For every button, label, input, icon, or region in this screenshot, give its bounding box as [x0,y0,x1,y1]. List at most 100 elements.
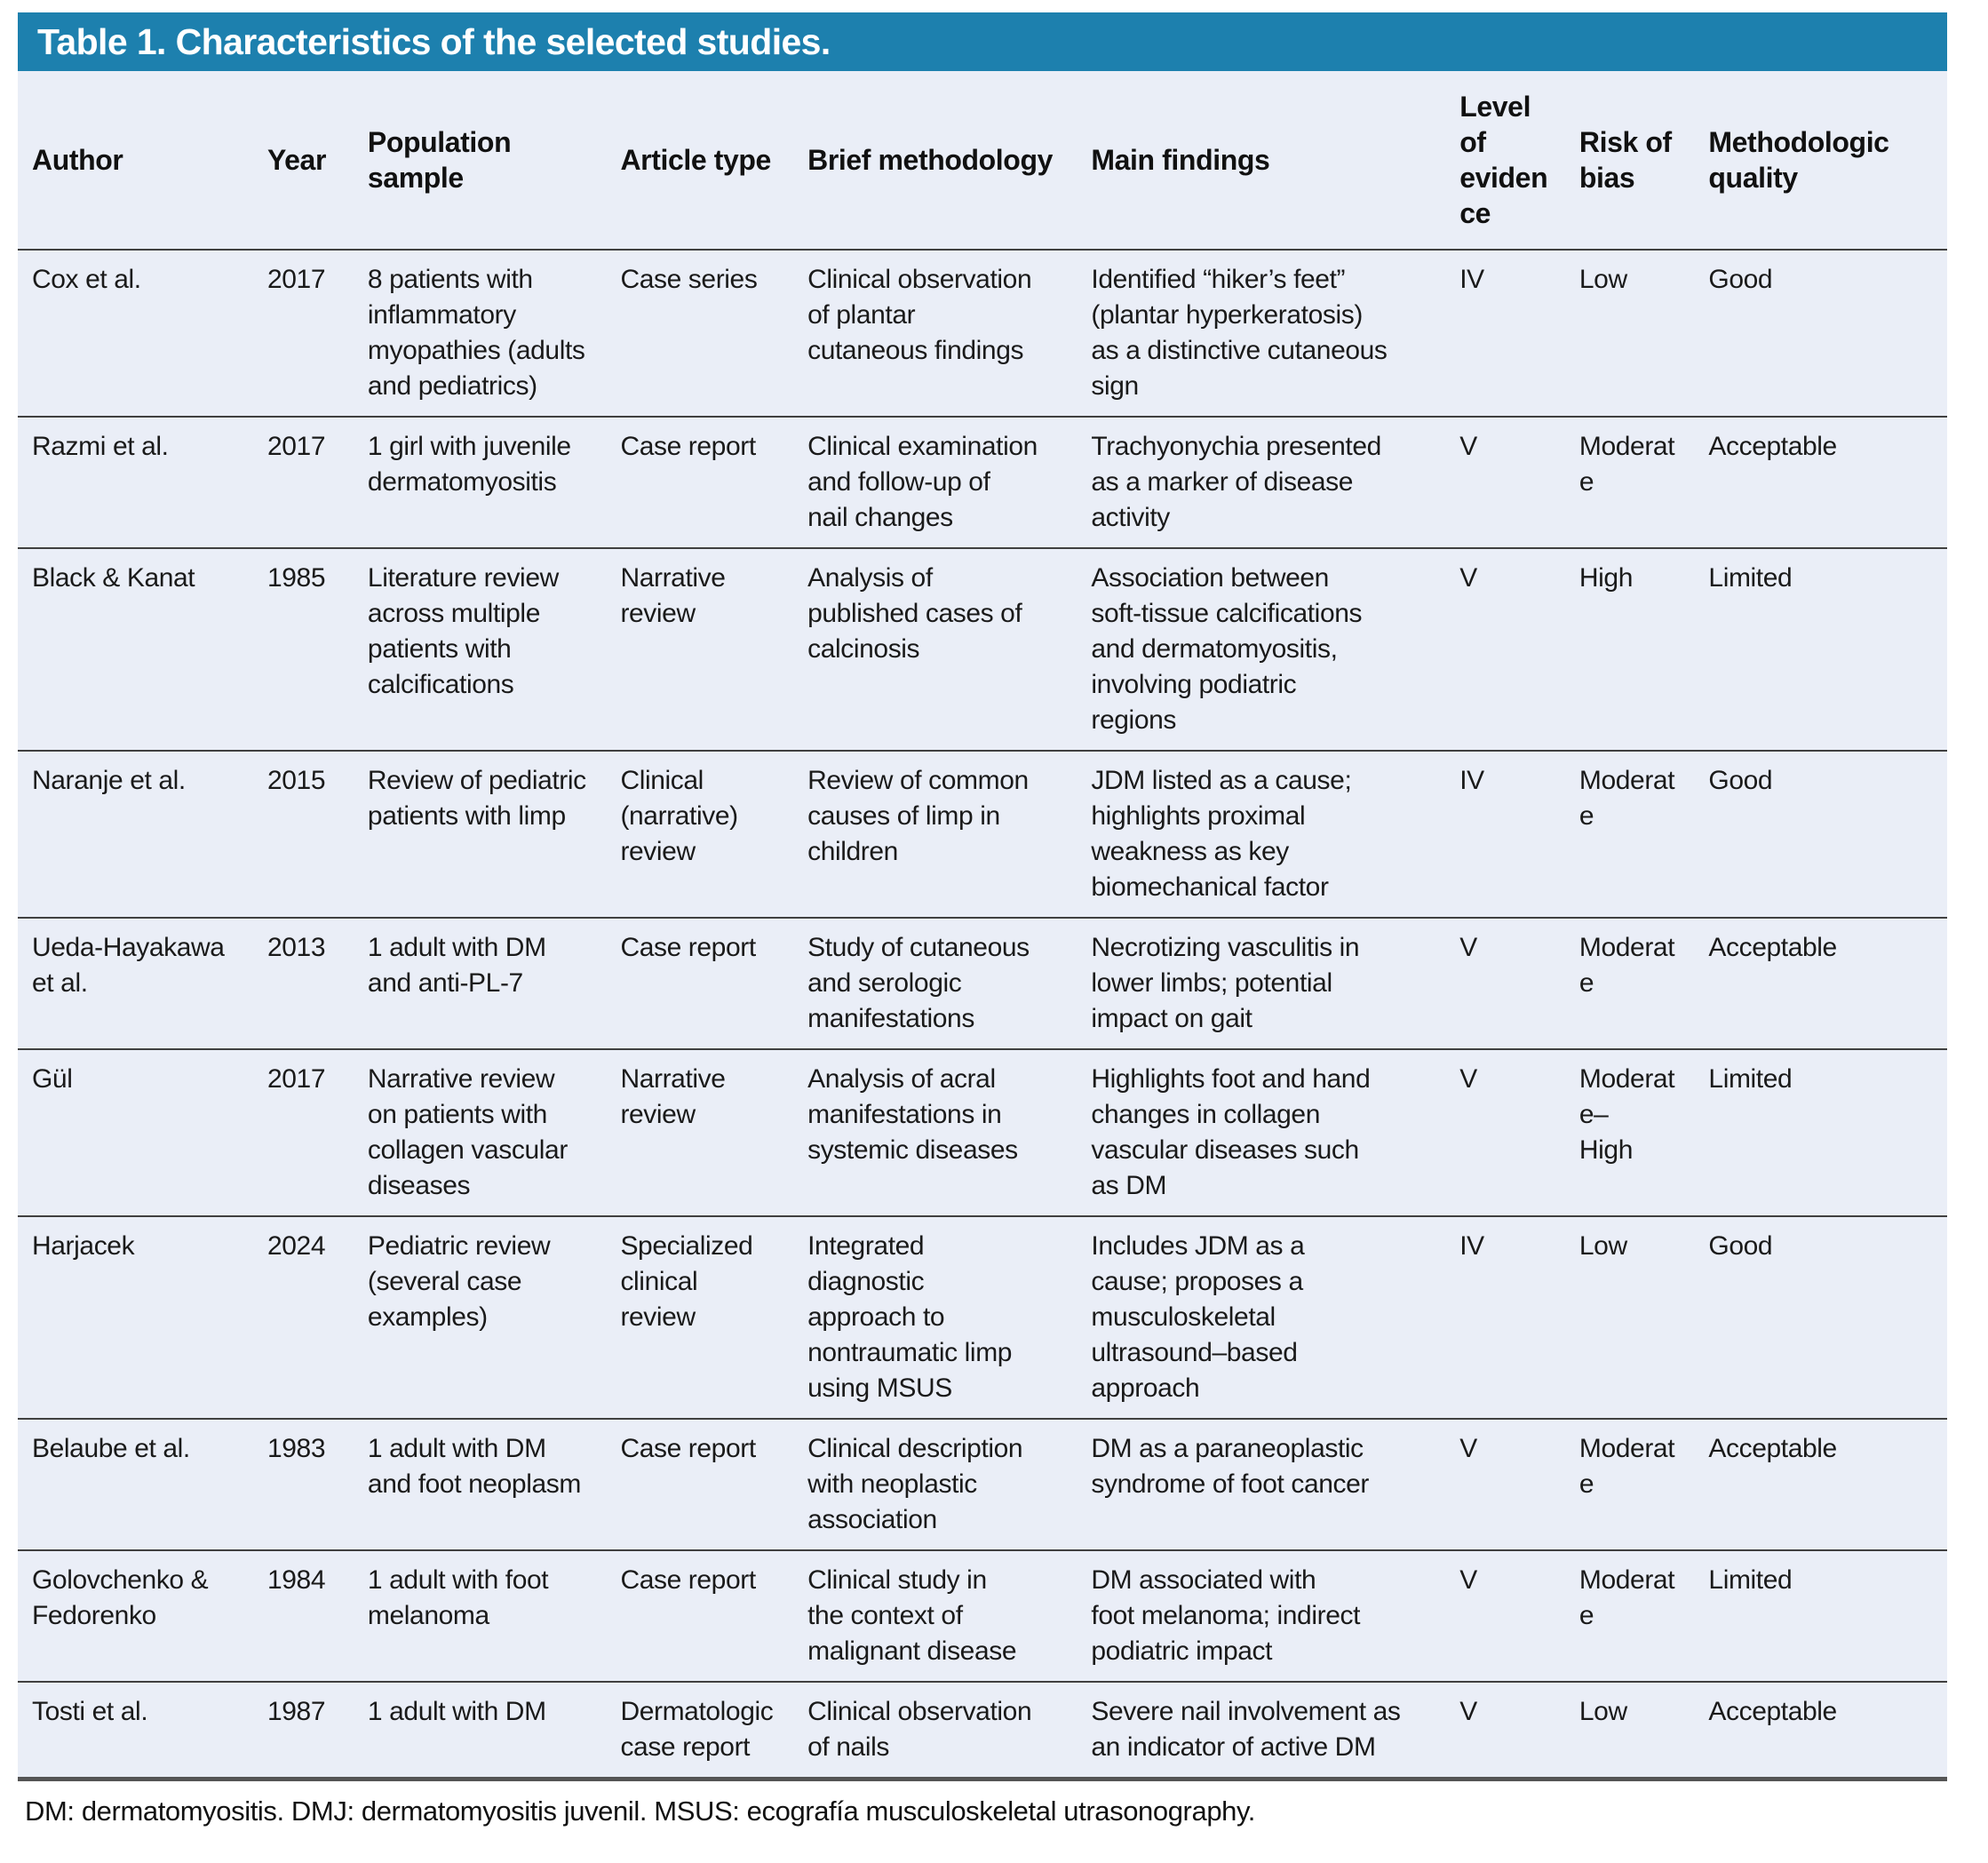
methodology-cell: Clinical examination and follow-up of na… [793,416,1077,548]
author-cell: Cox et al. [18,249,253,417]
table-title-bar: Table 1. Characteristics of the selected… [18,12,1947,71]
methodology-cell: Integrated diagnostic approach to nontra… [793,1215,1077,1419]
col-header-main-findings: Main findings [1091,144,1270,176]
methodology-cell: Clinical observation of plantar cutaneou… [793,249,1077,417]
bias-cell: Moderate [1564,917,1695,1049]
author-cell: Naranje et al. [18,750,253,918]
author-cell: Golovchenko & Fedorenko [18,1549,253,1682]
bias-cell: Low [1564,1215,1695,1419]
article-type-cell: Case report [606,1418,794,1550]
table-row: Cox et al. 2017 8 patients with inflamma… [18,249,1947,417]
year-cell: 1987 [252,1681,354,1779]
table-row: Ueda-Hayakawa et al. 2013 1 adult with D… [18,917,1947,1049]
studies-table: Author Year Population sample Article ty… [18,71,1947,1781]
table-row: Black & Kanat 1985 Literature review acr… [18,547,1947,751]
article-type-cell: Case series [606,249,794,417]
quality-cell: Acceptable [1694,1418,1947,1550]
methodology-cell: Clinical description with neoplastic ass… [793,1418,1077,1550]
year-cell: 2017 [252,249,354,417]
bias-cell: Moderate [1564,1549,1695,1682]
article-type-cell: Dermatologic case report [606,1681,794,1779]
table-body: Cox et al. 2017 8 patients with inflamma… [18,249,1947,1779]
col-header-author: Author [32,144,123,176]
evidence-cell: IV [1445,1215,1565,1419]
author-cell: Razmi et al. [18,416,253,548]
quality-cell: Limited [1694,547,1947,751]
methodology-cell: Clinical study in the context of maligna… [793,1549,1077,1682]
article-type-cell: Case report [606,416,794,548]
quality-cell: Acceptable [1694,416,1947,548]
year-cell: 1985 [252,547,354,751]
author-cell: Harjacek [18,1215,253,1419]
abbreviations-footnote: DM: dermatomyositis. DMJ: dermatomyositi… [25,1795,1256,1827]
bias-cell: Low [1564,1681,1695,1779]
population-cell: Pediatric review (several case examples) [353,1215,607,1419]
col-header-level-of-evidence: Level of evidence [1459,91,1548,229]
evidence-cell: V [1445,547,1565,751]
methodology-cell: Analysis of acral manifestations in syst… [793,1048,1077,1216]
population-cell: 1 adult with DM and anti-PL-7 [353,917,607,1049]
population-cell: 8 patients with inflammatory myopathies … [353,249,607,417]
quality-cell: Acceptable [1694,1681,1947,1779]
quality-cell: Good [1694,249,1947,417]
bias-cell: Moderate [1564,750,1695,918]
population-cell: Narrative review on patients with collag… [353,1048,607,1216]
findings-cell: Highlights foot and hand changes in coll… [1077,1048,1446,1216]
quality-cell: Limited [1694,1048,1947,1216]
article-type-cell: Narrative review [606,1048,794,1216]
author-cell: Belaube et al. [18,1418,253,1550]
evidence-cell: V [1445,1549,1565,1682]
population-cell: Review of pediatric patients with limp [353,750,607,918]
article-type-cell: Case report [606,1549,794,1682]
evidence-cell: V [1445,1048,1565,1216]
header-row: Author Year Population sample Article ty… [18,71,1947,250]
year-cell: 1983 [252,1418,354,1550]
table-row: Naranje et al. 2015 Review of pediatric … [18,750,1947,918]
evidence-cell: V [1445,1418,1565,1550]
year-cell: 2017 [252,1048,354,1216]
bias-cell: High [1564,547,1695,751]
evidence-cell: IV [1445,750,1565,918]
bias-cell: Low [1564,249,1695,417]
quality-cell: Limited [1694,1549,1947,1682]
author-cell: Black & Kanat [18,547,253,751]
quality-cell: Good [1694,1215,1947,1419]
methodology-cell: Analysis of published cases of calcinosi… [793,547,1077,751]
quality-cell: Acceptable [1694,917,1947,1049]
article-type-cell: Clinical (narrative) review [606,750,794,918]
population-cell: 1 adult with DM and foot neoplasm [353,1418,607,1550]
table-row: Belaube et al. 1983 1 adult with DM and … [18,1418,1947,1550]
article-type-cell: Specialized clinical review [606,1215,794,1419]
table-row: Razmi et al. 2017 1 girl with juvenile d… [18,416,1947,548]
population-cell: 1 adult with foot melanoma [353,1549,607,1682]
methodology-cell: Review of common causes of limp in child… [793,750,1077,918]
year-cell: 2013 [252,917,354,1049]
findings-cell: JDM listed as a cause; highlights proxim… [1077,750,1446,918]
population-cell: 1 girl with juvenile dermatomyositis [353,416,607,548]
table-row: Tosti et al. 1987 1 adult with DM Dermat… [18,1681,1947,1779]
quality-cell: Good [1694,750,1947,918]
col-header-risk-of-bias: Risk of bias [1578,126,1672,194]
article-type-cell: Narrative review [606,547,794,751]
findings-cell: Necrotizing vasculitis in lower limbs; p… [1077,917,1446,1049]
author-cell: Ueda-Hayakawa et al. [18,917,253,1049]
col-header-population-sample: Population sample [367,126,512,194]
findings-cell: DM as a paraneoplastic syndrome of foot … [1077,1418,1446,1550]
findings-cell: Includes JDM as a cause; proposes a musc… [1077,1215,1446,1419]
population-cell: 1 adult with DM [353,1681,607,1779]
col-header-methodologic-quality: Methodologic quality [1708,126,1889,194]
author-cell: Tosti et al. [18,1681,253,1779]
year-cell: 2015 [252,750,354,918]
methodology-cell: Clinical observation of nails [793,1681,1077,1779]
population-cell: Literature review across multiple patien… [353,547,607,751]
year-cell: 2024 [252,1215,354,1419]
col-header-year: Year [266,144,326,176]
table-header: Author Year Population sample Article ty… [18,71,1947,250]
col-header-article-type: Article type [620,144,771,176]
bias-cell: Moderate [1564,416,1695,548]
evidence-cell: V [1445,416,1565,548]
bias-cell: Moderate [1564,1418,1695,1550]
findings-cell: Severe nail involvement as an indicator … [1077,1681,1446,1779]
table-title: Table 1. Characteristics of the selected… [37,20,831,62]
